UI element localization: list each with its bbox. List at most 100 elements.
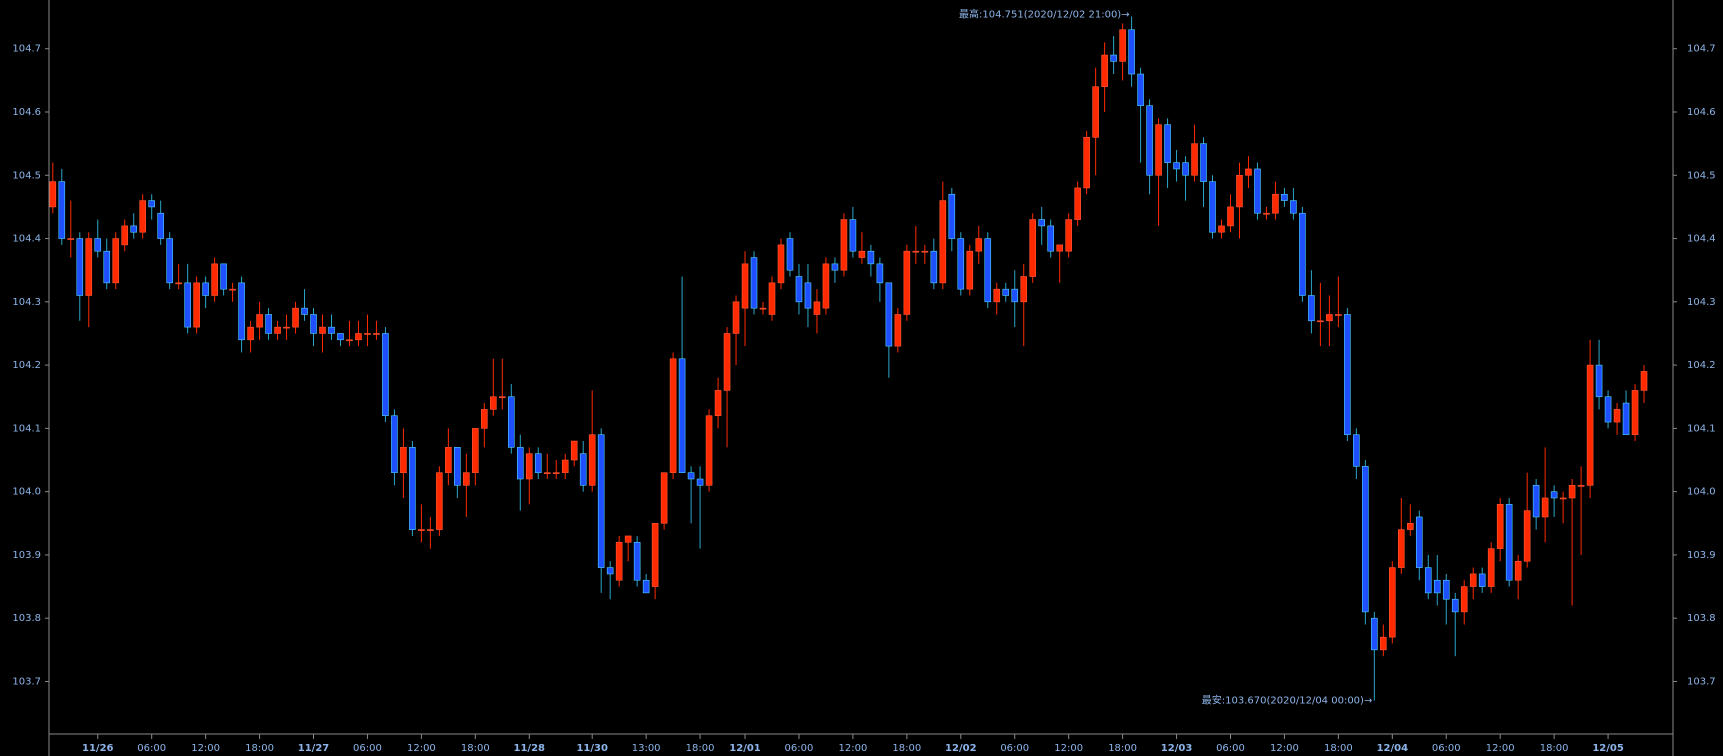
candle-body — [687, 472, 695, 480]
candle-body — [642, 579, 650, 594]
high-annotation: 最高:104.751(2020/12/02 21:00)→ — [959, 7, 1130, 20]
y-tick-label: 104.1 — [12, 423, 41, 434]
x-tick-label: 06:00 — [1216, 743, 1245, 754]
x-tick-label: 18:00 — [1324, 743, 1353, 754]
candle-body — [822, 263, 830, 309]
candle-body — [67, 238, 75, 240]
candle-body — [193, 282, 200, 328]
candle-body — [1236, 174, 1243, 208]
y-tick-label: 104.6 — [12, 107, 41, 118]
candle-body — [337, 333, 344, 341]
candle-body — [1020, 276, 1028, 303]
x-tick-label: 18:00 — [461, 743, 490, 754]
candle-body — [1532, 485, 1540, 518]
x-tick-label: 12:00 — [1486, 743, 1515, 754]
candle-body — [561, 459, 569, 473]
candle-body — [570, 440, 578, 461]
y-tick-label: 104.2 — [12, 360, 41, 371]
candle-body — [1173, 162, 1180, 170]
x-tick-label: 12/03 — [1161, 743, 1193, 754]
candle-body — [1110, 54, 1117, 62]
candle-body — [921, 250, 929, 253]
candle-body — [1182, 162, 1189, 176]
candle-body — [1326, 314, 1333, 322]
candle-body — [957, 238, 965, 290]
candle-body — [1353, 434, 1360, 467]
candle-body — [1433, 579, 1441, 594]
candle-body — [651, 522, 659, 587]
x-tick-label: 18:00 — [1108, 743, 1137, 754]
candle-body — [1065, 219, 1072, 252]
candle-body — [1613, 409, 1621, 423]
candle-body — [409, 447, 416, 530]
candle-body — [1622, 402, 1630, 436]
candle-body — [373, 333, 380, 335]
candle-body — [1568, 485, 1576, 499]
candle-body — [669, 358, 677, 473]
x-tick-label: 12/04 — [1377, 743, 1409, 754]
candle-body — [49, 181, 57, 208]
candle-body — [1514, 560, 1522, 581]
x-tick-label: 06:00 — [1000, 743, 1029, 754]
candle-body — [1577, 485, 1585, 487]
candle-body — [283, 326, 290, 329]
candle-body — [94, 238, 102, 252]
candle-body — [660, 472, 668, 524]
candle-body — [454, 447, 461, 486]
candle-body — [112, 238, 120, 284]
x-tick-label: 11/28 — [514, 743, 546, 754]
candle-body — [1586, 364, 1594, 486]
candle-body — [445, 447, 452, 473]
candle-body — [184, 282, 191, 328]
candle-body — [1272, 193, 1279, 214]
candle-body — [1424, 567, 1432, 594]
x-tick-label: 11/30 — [576, 743, 608, 754]
candle-body — [1640, 371, 1648, 391]
candle-body — [1398, 529, 1405, 568]
candle-body — [507, 396, 515, 448]
candle-body — [498, 396, 506, 399]
candle-body — [696, 478, 704, 486]
candle-body — [516, 447, 524, 480]
candle-body — [903, 250, 911, 315]
x-tick-label: 12:00 — [407, 743, 436, 754]
y2-tick-label: 103.8 — [1687, 613, 1716, 624]
candle-body — [265, 314, 272, 334]
candle-body — [1496, 504, 1504, 549]
candle-body — [166, 238, 173, 284]
x-tick-label: 12:00 — [838, 743, 867, 754]
candle-body — [76, 238, 84, 296]
candle-body — [633, 541, 641, 581]
candle-body — [1559, 497, 1567, 500]
candle-body — [1002, 288, 1010, 296]
candle-body — [103, 250, 111, 284]
y2-tick-label: 104.4 — [1687, 234, 1716, 245]
candle-body — [615, 541, 623, 581]
candle-body — [975, 238, 983, 252]
y2-tick-label: 103.7 — [1687, 676, 1716, 687]
candle-body — [85, 238, 93, 296]
x-tick-label: 12:00 — [191, 743, 220, 754]
candle-body — [1038, 219, 1045, 227]
x-tick-label: 18:00 — [245, 743, 274, 754]
candle-body — [1308, 295, 1315, 322]
low-annotation: 最安:103.670(2020/12/04 00:00)→ — [1202, 693, 1373, 706]
candle-body — [1011, 288, 1019, 303]
candle-body — [1281, 193, 1288, 201]
candle-body — [301, 307, 308, 315]
candle-body — [1299, 212, 1306, 296]
candle-body — [723, 333, 731, 391]
candle-body — [795, 276, 803, 303]
candle-body — [1263, 212, 1270, 215]
candle-body — [1200, 143, 1207, 182]
candle-body — [1164, 124, 1171, 163]
candle-body — [58, 181, 66, 239]
x-tick-label: 11/27 — [298, 743, 330, 754]
y2-tick-label: 104.1 — [1687, 423, 1716, 434]
candle-body — [741, 263, 749, 309]
y2-tick-label: 104.5 — [1687, 170, 1716, 181]
x-tick-label: 18:00 — [892, 743, 921, 754]
candle-body — [1371, 617, 1378, 651]
